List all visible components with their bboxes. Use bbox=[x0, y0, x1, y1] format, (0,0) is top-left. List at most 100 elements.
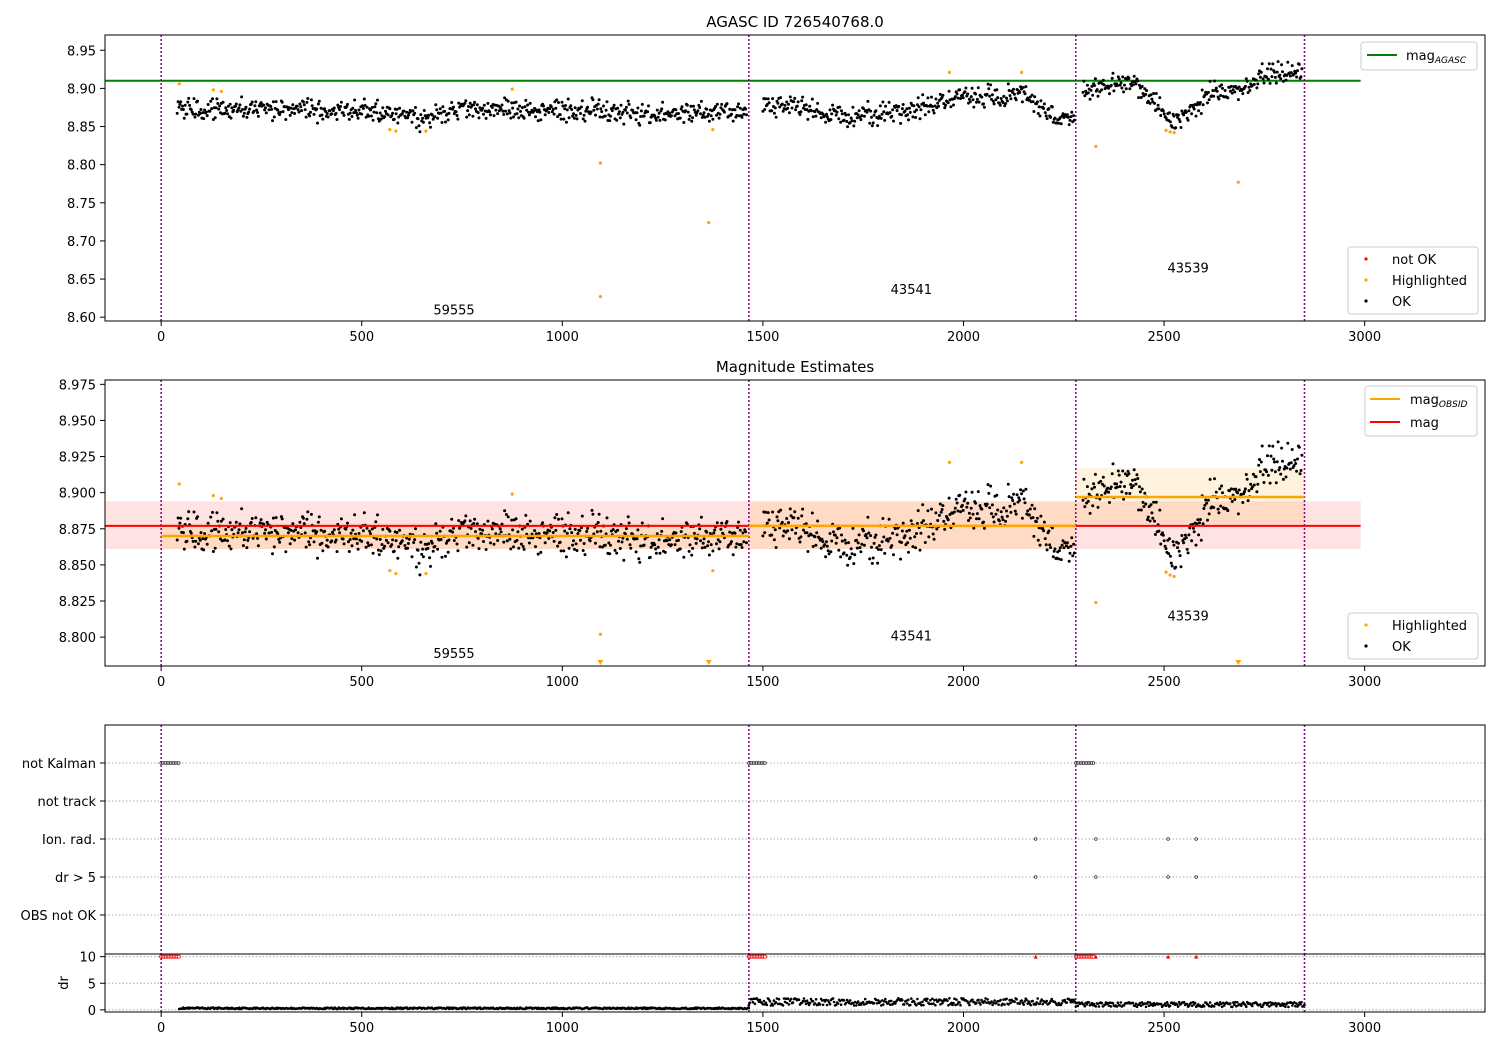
ok-point bbox=[971, 512, 975, 516]
ok-point bbox=[1220, 83, 1224, 87]
ok-point bbox=[597, 512, 601, 516]
dr-gt-5-point bbox=[1194, 875, 1198, 879]
ok-point bbox=[720, 521, 724, 525]
ok-point bbox=[941, 504, 945, 508]
ok-point bbox=[834, 113, 838, 117]
ok-point bbox=[934, 511, 938, 515]
dr-point bbox=[753, 1002, 757, 1006]
ok-point bbox=[586, 526, 590, 530]
dr-point bbox=[785, 1001, 789, 1005]
ok-point bbox=[810, 511, 814, 515]
ok-point bbox=[421, 120, 425, 124]
ok-point bbox=[941, 93, 945, 97]
ok-point bbox=[1290, 64, 1294, 68]
ok-point bbox=[1035, 520, 1038, 524]
dr-point bbox=[1163, 1002, 1167, 1005]
ok-point bbox=[958, 493, 962, 497]
mag-agasc-legend-sub: AGASC bbox=[1434, 56, 1467, 66]
ok-point bbox=[1072, 551, 1076, 555]
ok-point bbox=[552, 112, 556, 116]
ok-point bbox=[183, 103, 187, 107]
ok-point bbox=[819, 546, 823, 550]
ok-point bbox=[342, 113, 346, 117]
dr-point bbox=[836, 1002, 840, 1005]
ok-point bbox=[558, 113, 562, 117]
dr-point bbox=[874, 998, 878, 1002]
dr-point bbox=[1151, 1004, 1155, 1007]
ok-point bbox=[484, 116, 488, 120]
dr-point bbox=[856, 1000, 860, 1003]
ok-point bbox=[586, 105, 590, 109]
ok-point bbox=[381, 106, 385, 110]
ok-point bbox=[430, 113, 434, 117]
ok-point bbox=[798, 113, 802, 116]
dr-point bbox=[1106, 1001, 1110, 1005]
ok-point bbox=[590, 508, 594, 512]
x-tick-label: 1000 bbox=[546, 330, 579, 345]
ok-point bbox=[1020, 516, 1024, 520]
ok-point bbox=[821, 540, 825, 544]
ok-point bbox=[1111, 462, 1115, 466]
ok-point bbox=[443, 109, 447, 113]
ok-point bbox=[883, 118, 887, 122]
ok-point bbox=[980, 507, 984, 511]
ok-point bbox=[572, 116, 576, 120]
ok-point bbox=[1123, 83, 1126, 87]
ok-point bbox=[655, 532, 659, 536]
ok-point bbox=[745, 541, 748, 545]
ok-point bbox=[1028, 95, 1032, 99]
ok-point bbox=[439, 111, 443, 115]
highlighted-point bbox=[1168, 573, 1172, 577]
flag-category-label: not Kalman bbox=[22, 757, 96, 772]
ok-point bbox=[1038, 543, 1042, 547]
ok-point bbox=[787, 111, 791, 115]
ok-point bbox=[703, 545, 707, 549]
ok-point bbox=[465, 545, 469, 549]
ok-point bbox=[237, 528, 241, 532]
ok-point bbox=[1258, 470, 1262, 474]
ok-point bbox=[365, 526, 369, 530]
ok-point bbox=[961, 508, 965, 512]
ok-point bbox=[1218, 487, 1222, 491]
ok-point bbox=[989, 83, 993, 87]
ok-point bbox=[1051, 555, 1055, 559]
ok-point bbox=[925, 104, 929, 108]
dr-point bbox=[1219, 1002, 1223, 1006]
ok-point bbox=[1014, 512, 1018, 516]
flag-category-label: OBS not OK bbox=[21, 909, 97, 924]
ok-point bbox=[1174, 126, 1178, 130]
dr-point bbox=[842, 999, 846, 1002]
ok-point bbox=[658, 118, 662, 122]
ok-point bbox=[214, 106, 218, 110]
x-tick-label: 3000 bbox=[1348, 330, 1381, 345]
ok-point bbox=[323, 107, 327, 111]
ok-point bbox=[1161, 533, 1165, 537]
dr-point bbox=[958, 1001, 961, 1004]
ok-point bbox=[1176, 541, 1180, 545]
ok-point bbox=[450, 517, 454, 521]
ok-point bbox=[1241, 501, 1245, 504]
ok-point bbox=[1172, 543, 1176, 547]
ok-point bbox=[341, 537, 345, 541]
ok-point bbox=[778, 105, 782, 109]
ok-point bbox=[943, 106, 947, 110]
ok-point bbox=[1110, 76, 1114, 80]
dr-point bbox=[920, 1003, 923, 1007]
ok-point bbox=[308, 543, 312, 547]
dr-point bbox=[983, 999, 986, 1003]
ok-point bbox=[1081, 498, 1085, 502]
ok-point bbox=[1226, 96, 1230, 100]
ok-point bbox=[616, 528, 620, 532]
y-tick-label: 8.80 bbox=[67, 159, 96, 174]
ok-point bbox=[1168, 554, 1172, 558]
ok-point bbox=[1206, 90, 1210, 94]
dr-point bbox=[1295, 1002, 1298, 1005]
ok-point bbox=[303, 108, 307, 112]
obsid-label: 59555 bbox=[433, 647, 474, 662]
ok-point bbox=[842, 551, 846, 555]
ok-point bbox=[232, 108, 236, 112]
ok-point bbox=[638, 123, 642, 127]
ok-point bbox=[1086, 499, 1090, 503]
ok-point bbox=[1289, 71, 1293, 75]
ok-point bbox=[185, 112, 189, 116]
